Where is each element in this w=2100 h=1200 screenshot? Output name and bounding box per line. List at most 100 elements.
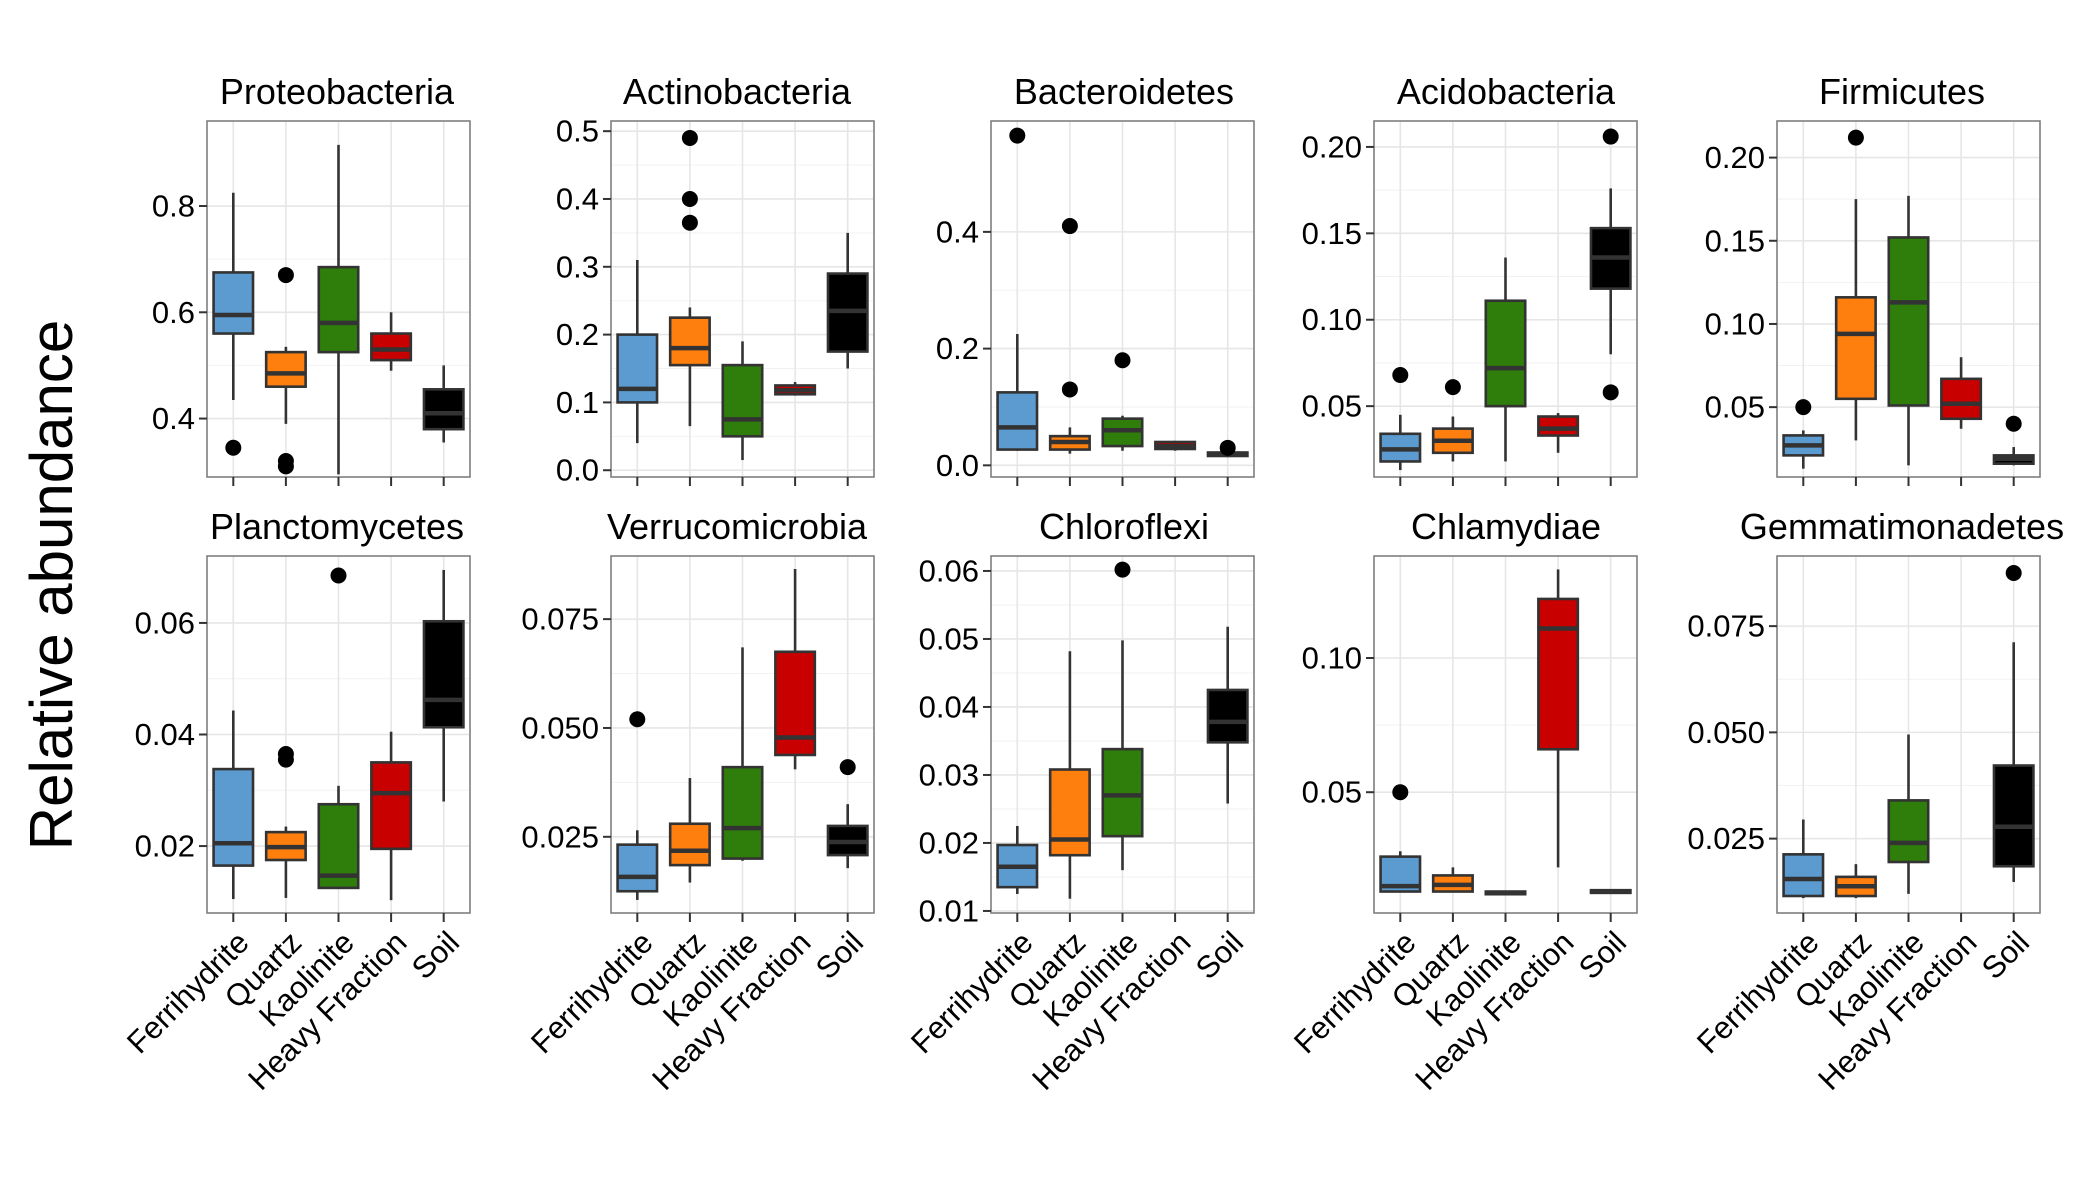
outlier-point [1061, 218, 1078, 235]
y-tick-label: 0.02 [919, 825, 979, 860]
box-soil [1992, 565, 2035, 882]
box-iqr [996, 391, 1039, 451]
y-tick-label: 0.15 [1302, 216, 1362, 251]
panels: 0.40.60.8Proteobacteria0.00.10.20.30.40.… [120, 71, 2064, 1097]
box-iqr [370, 332, 413, 362]
box-iqr [212, 767, 255, 867]
box-iqr [1782, 853, 1825, 898]
y-tick-label: 0.050 [1687, 715, 1765, 750]
box-kaolinite [317, 567, 360, 890]
y-tick-label: 0.4 [152, 401, 195, 436]
x-tick-label: Soil [1975, 925, 2036, 986]
y-tick-label: 0.01 [919, 893, 979, 928]
y-tick-label: 0.05 [1302, 775, 1362, 810]
outlier-point [1847, 129, 1864, 146]
outlier-point [2005, 415, 2022, 432]
box-kaolinite [1887, 734, 1930, 894]
y-tick-label: 0.050 [521, 710, 599, 745]
panel-gemmatimonadetes: 0.0250.0500.075FerrihydriteQuartzKaolini… [1687, 506, 2064, 1097]
outlier-point [1444, 379, 1461, 396]
box-ferrihydrite [996, 127, 1039, 451]
box-heavy-fraction [370, 731, 413, 901]
box-kaolinite [1101, 561, 1144, 871]
panel-planctomycetes: 0.020.040.06FerrihydriteQuartzKaoliniteH… [120, 506, 471, 1097]
box-soil [1589, 888, 1632, 895]
box-heavy-fraction [774, 569, 817, 770]
box-heavy-fraction [1537, 569, 1580, 868]
y-tick-label: 0.3 [556, 249, 599, 284]
box-quartz [1048, 651, 1091, 899]
box-iqr [1992, 764, 2035, 868]
y-tick-label: 0.4 [936, 214, 979, 249]
box-kaolinite [1887, 195, 1930, 466]
y-tick-label: 0.02 [135, 829, 195, 864]
box-iqr [1537, 415, 1580, 437]
box-iqr [1484, 299, 1527, 408]
y-tick-label: 0.5 [556, 114, 599, 149]
box-iqr [370, 761, 413, 851]
panel-title: Planctomycetes [210, 506, 464, 547]
box-ferrihydrite [1379, 784, 1422, 893]
y-tick-label: 0.20 [1302, 129, 1362, 164]
y-tick-label: 0.06 [919, 553, 979, 588]
box-iqr [1940, 377, 1983, 421]
box-quartz [1834, 864, 1877, 899]
box-kaolinite [1484, 257, 1527, 462]
box-iqr [1887, 236, 1930, 407]
panel-firmicutes: 0.05 0.10 0.15 0.20 Firmicutes [1705, 71, 2041, 486]
y-tick-label: 0.04 [135, 717, 195, 752]
outlier-point [330, 567, 347, 584]
x-tick-label: Soil [809, 925, 870, 986]
outlier-point [277, 267, 294, 284]
y-tick-label: 0.6 [152, 295, 195, 330]
box-ferrihydrite [1379, 367, 1422, 471]
y-tick-label: 0.04 [919, 689, 979, 724]
y-tick-label: 0.10 [1302, 641, 1362, 676]
box-iqr [1048, 768, 1091, 857]
panel-title: Firmicutes [1819, 71, 1985, 112]
outlier-point [1392, 784, 1409, 801]
box-heavy-fraction [774, 382, 817, 396]
box-heavy-fraction [1154, 440, 1197, 451]
box-soil [826, 232, 869, 369]
box-quartz [264, 267, 307, 475]
box-soil [826, 759, 869, 869]
y-tick-label: 0.075 [521, 602, 599, 637]
box-ferrihydrite [212, 192, 255, 456]
box-heavy-fraction [370, 312, 413, 371]
y-tick-label: 0.0 [556, 453, 599, 488]
box-kaolinite [317, 144, 360, 475]
box-ferrihydrite [1782, 399, 1825, 469]
y-tick-label: 0.075 [1687, 609, 1765, 644]
box-quartz [1431, 867, 1474, 893]
panel-title: Actinobacteria [623, 71, 852, 112]
outlier-point [1795, 399, 1812, 416]
panel-bacteroidetes: 0.0 0.2 0.4 Bacteroidetes [936, 71, 1255, 486]
y-tick-label: 0.06 [135, 605, 195, 640]
box-kaolinite [721, 341, 764, 461]
y-tick-label: 0.1 [556, 385, 599, 420]
outlier-point [681, 214, 698, 231]
outlier-point [1114, 352, 1131, 369]
outlier-point [1392, 367, 1409, 384]
y-tick-label: 0.20 [1705, 140, 1765, 175]
box-soil [1206, 626, 1249, 804]
y-tick-label: 0.15 [1705, 223, 1765, 258]
box-heavy-fraction [1537, 413, 1580, 453]
outlier-point [1009, 127, 1026, 144]
y-tick-label: 0.4 [556, 181, 599, 216]
box-quartz [1048, 218, 1091, 454]
panel-title: Bacteroidetes [1014, 71, 1234, 112]
outlier-point [629, 711, 646, 728]
box-kaolinite [1101, 352, 1144, 451]
box-soil [1589, 128, 1632, 401]
box-quartz [1834, 129, 1877, 441]
box-iqr [212, 271, 255, 335]
box-ferrihydrite [996, 825, 1039, 894]
box-iqr [668, 316, 711, 367]
outlier-point [2005, 565, 2022, 581]
box-iqr [721, 765, 764, 860]
box-iqr [1834, 296, 1877, 401]
y-tick-label: 0.8 [152, 189, 195, 224]
panel-acidobacteria: 0.05 0.10 0.15 0.20 Acidobacteria [1302, 71, 1638, 486]
